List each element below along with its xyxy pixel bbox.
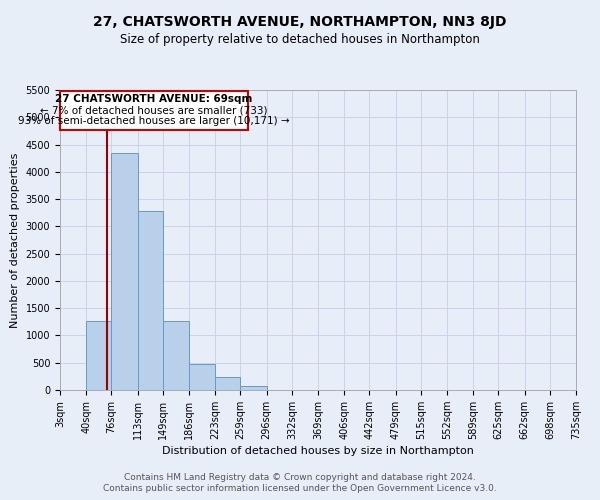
Bar — [112, 154, 137, 390]
Text: 93% of semi-detached houses are larger (10,171) →: 93% of semi-detached houses are larger (… — [18, 116, 290, 126]
Text: 27, CHATSWORTH AVENUE, NORTHAMPTON, NN3 8JD: 27, CHATSWORTH AVENUE, NORTHAMPTON, NN3 … — [93, 15, 507, 29]
FancyBboxPatch shape — [60, 91, 248, 130]
Text: Size of property relative to detached houses in Northampton: Size of property relative to detached ho… — [120, 32, 480, 46]
X-axis label: Distribution of detached houses by size in Northampton: Distribution of detached houses by size … — [162, 446, 474, 456]
Bar — [86, 320, 112, 390]
Bar — [241, 386, 266, 390]
Text: Contains public sector information licensed under the Open Government Licence v3: Contains public sector information licen… — [103, 484, 497, 493]
Bar — [189, 364, 215, 390]
Bar — [215, 378, 241, 390]
Bar — [163, 320, 189, 390]
Y-axis label: Number of detached properties: Number of detached properties — [10, 152, 20, 328]
Text: 27 CHATSWORTH AVENUE: 69sqm: 27 CHATSWORTH AVENUE: 69sqm — [55, 94, 253, 104]
Bar — [137, 210, 163, 390]
Text: Contains HM Land Registry data © Crown copyright and database right 2024.: Contains HM Land Registry data © Crown c… — [124, 472, 476, 482]
Text: ← 7% of detached houses are smaller (733): ← 7% of detached houses are smaller (733… — [40, 105, 268, 115]
